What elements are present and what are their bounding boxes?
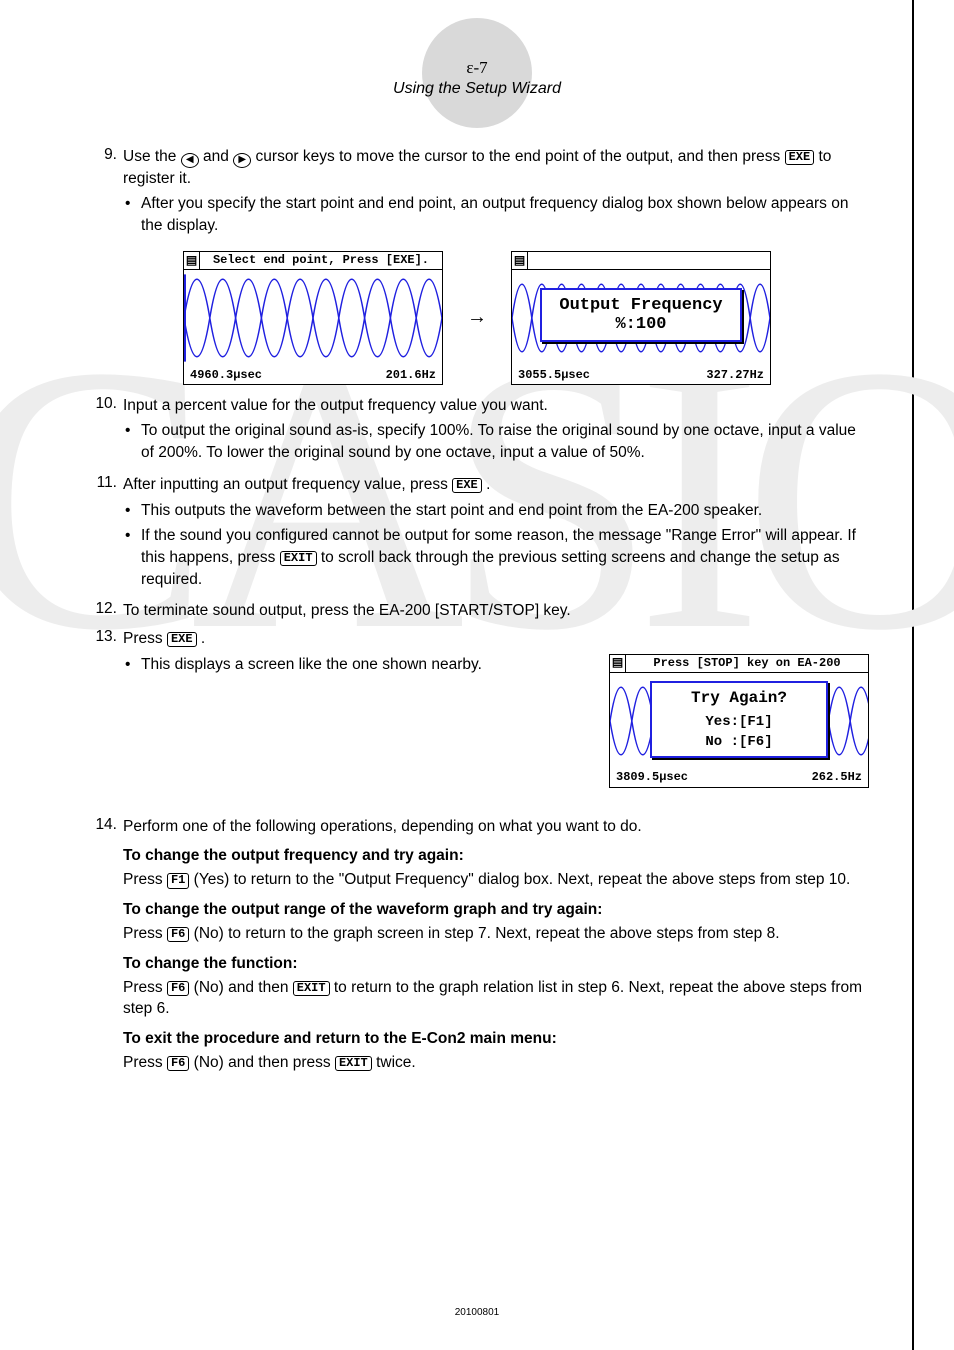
- step-10-bullet: To output the original sound as-is, spec…: [141, 420, 869, 463]
- output-freq-dialog: Output Frequency %:100: [540, 288, 742, 342]
- dialog-line-1: Output Frequency: [552, 296, 730, 315]
- step-12-text: To terminate sound output, press the EA-…: [123, 600, 869, 622]
- step-14-text: Perform one of the following operations,…: [123, 816, 869, 838]
- step-14-p3-a: Press: [123, 979, 167, 996]
- step-14-h3: To change the function:: [123, 955, 869, 973]
- f6-key: F6: [167, 1056, 189, 1071]
- screen-1-footer-left: 4960.3μsec: [190, 368, 262, 382]
- step-11-text-a: After inputting an output frequency valu…: [123, 476, 452, 493]
- bullet-icon: •: [123, 500, 141, 522]
- dialog-line-2: Yes:[F1]: [660, 713, 818, 733]
- step-9-text-c: cursor keys to move the cursor to the en…: [256, 148, 785, 165]
- exe-key: EXE: [785, 150, 815, 165]
- step-13-num: 13.: [85, 628, 123, 800]
- exe-key: EXE: [167, 632, 197, 647]
- screen-3-footer-left: 3809.5μsec: [616, 769, 688, 786]
- screen-tab-icon: ▤: [512, 252, 528, 269]
- screen-3: ▤ Press [STOP] key on EA-200 Try Again? …: [609, 654, 869, 788]
- screen-1-footer-right: 201.6Hz: [386, 368, 436, 382]
- step-13-bullet: This displays a screen like the one show…: [141, 656, 482, 673]
- step-14-p2-b: (No) to return to the graph screen in st…: [194, 925, 780, 942]
- screen-2: ▤ Output Frequency %:100 3055.5μsec 327.…: [511, 251, 771, 385]
- step-11-text-b: .: [486, 476, 490, 493]
- screen-2-footer-left: 3055.5μsec: [518, 368, 590, 382]
- step-10-num: 10.: [85, 395, 123, 468]
- dialog-line-1: Try Again?: [660, 687, 818, 709]
- step-14-p1-b: (Yes) to return to the "Output Frequency…: [194, 871, 851, 888]
- step-11-bullet-1: This outputs the waveform between the st…: [141, 500, 869, 522]
- bullet-icon: •: [123, 654, 141, 796]
- f1-key: F1: [167, 873, 189, 888]
- screen-2-footer-right: 327.27Hz: [706, 368, 764, 382]
- step-14-p2-a: Press: [123, 925, 167, 942]
- step-14-p3-b: (No) and then: [194, 979, 293, 996]
- try-again-dialog: Try Again? Yes:[F1] No :[F6]: [650, 681, 828, 759]
- screen-3-title: Press [STOP] key on EA-200: [626, 655, 868, 672]
- cursor-left-icon: ◀: [181, 153, 199, 168]
- step-14-h2: To change the output range of the wavefo…: [123, 901, 869, 919]
- step-9-text-a: Use the: [123, 148, 181, 165]
- step-9-num: 9.: [85, 146, 123, 241]
- dialog-line-2: %:100: [552, 315, 730, 334]
- footer-date: 20100801: [0, 1307, 954, 1318]
- arrow-icon: →: [467, 306, 487, 329]
- f6-key: F6: [167, 981, 189, 996]
- screen-tab-icon: ▤: [610, 655, 626, 672]
- page-number: ε-7: [85, 58, 869, 78]
- step-10-text: Input a percent value for the output fre…: [123, 397, 548, 414]
- screen-1-title: Select end point, Press [EXE].: [200, 253, 442, 267]
- screen-1: ▤ Select end point, Press [EXE]. 4960.3μ…: [183, 251, 443, 385]
- step-14-p4-a: Press: [123, 1054, 167, 1071]
- header-title: Using the Setup Wizard: [85, 80, 869, 98]
- step-14-num: 14.: [85, 816, 123, 838]
- exit-key: EXIT: [335, 1056, 372, 1071]
- dialog-line-3: No :[F6]: [660, 733, 818, 753]
- step-14-p4-c: twice.: [376, 1054, 416, 1071]
- screen-1-wave: [184, 270, 442, 366]
- cursor-right-icon: ▶: [233, 153, 251, 168]
- exit-key: EXIT: [280, 551, 317, 566]
- step-14-h4: To exit the procedure and return to the …: [123, 1030, 869, 1048]
- screen-3-footer-right: 262.5Hz: [812, 769, 862, 786]
- step-12-num: 12.: [85, 600, 123, 622]
- screen-tab-icon: ▤: [184, 252, 200, 269]
- step-14-p1-a: Press: [123, 871, 167, 888]
- bullet-icon: •: [123, 525, 141, 590]
- step-14-p4-b: (No) and then press: [194, 1054, 335, 1071]
- step-11-num: 11.: [85, 474, 123, 594]
- bullet-icon: •: [123, 193, 141, 236]
- step-13-text-b: .: [201, 630, 205, 647]
- bullet-icon: •: [123, 420, 141, 463]
- exit-key: EXIT: [293, 981, 330, 996]
- step-14-h1: To change the output frequency and try a…: [123, 847, 869, 865]
- f6-key: F6: [167, 927, 189, 942]
- step-13-text-a: Press: [123, 630, 167, 647]
- exe-key: EXE: [452, 478, 482, 493]
- step-9-text-b: and: [203, 148, 233, 165]
- step-9-bullet: After you specify the start point and en…: [141, 193, 869, 236]
